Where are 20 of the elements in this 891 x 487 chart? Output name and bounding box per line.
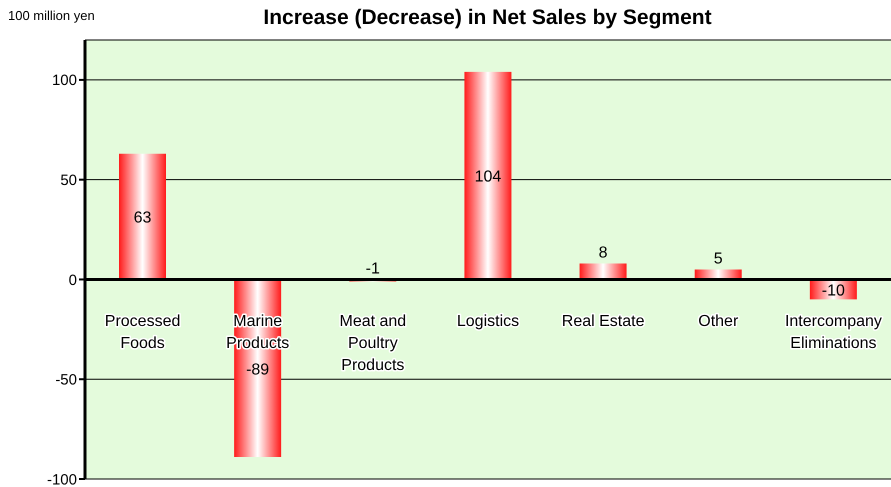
x-tick-label: Real Estate xyxy=(562,313,645,330)
y-tick-label: 100 xyxy=(52,72,77,90)
y-tick-label: -50 xyxy=(55,372,77,389)
data-label: 8 xyxy=(598,244,608,262)
y-tick-label: -100 xyxy=(46,471,77,487)
chart-title: Increase (Decrease) in Net Sales by Segment xyxy=(263,6,712,29)
x-tick-label: Other xyxy=(698,313,739,330)
data-label: -10 xyxy=(822,282,846,300)
x-tick-label: Logistics xyxy=(456,313,520,330)
y-tick-label: 50 xyxy=(60,172,77,190)
data-label: 104 xyxy=(474,168,502,186)
data-label: -1 xyxy=(366,260,380,278)
data-label: -89 xyxy=(246,361,270,378)
data-label: 5 xyxy=(714,250,723,268)
x-tick-label: Meat and Poultry Products xyxy=(340,313,406,374)
x-tick-label: Processed Foods xyxy=(104,313,180,352)
y-tick-label: 0 xyxy=(68,272,77,289)
x-tick-label: Intercompany Eliminations xyxy=(784,313,882,352)
data-label: 63 xyxy=(134,210,152,227)
y-axis-title: 100 million yen xyxy=(8,8,95,23)
